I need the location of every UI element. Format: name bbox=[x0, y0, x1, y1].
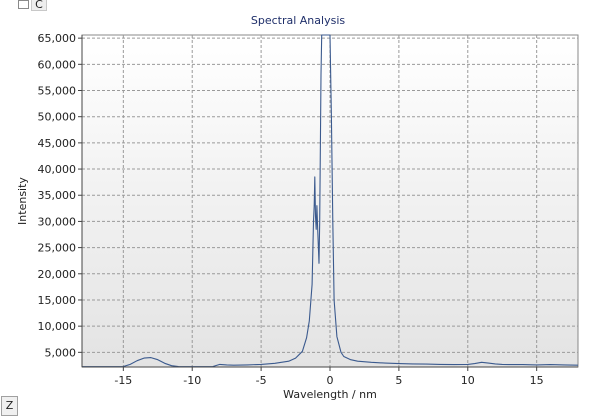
x-tick-label: -15 bbox=[114, 374, 132, 387]
y-tick-label: 10,000 bbox=[38, 320, 77, 333]
c-button[interactable]: C bbox=[31, 0, 47, 11]
y-tick-label: 55,000 bbox=[38, 85, 77, 98]
y-tick-label: 35,000 bbox=[38, 189, 77, 202]
y-tick-label: 20,000 bbox=[38, 268, 77, 281]
y-tick-label: 25,000 bbox=[38, 242, 77, 255]
y-tick-label: 30,000 bbox=[38, 215, 77, 228]
y-tick-label: 60,000 bbox=[38, 58, 77, 71]
y-tick-label: 15,000 bbox=[38, 294, 77, 307]
x-tick-label: 5 bbox=[395, 374, 402, 387]
x-tick-label: -10 bbox=[183, 374, 201, 387]
x-tick-label: 0 bbox=[327, 374, 334, 387]
y-tick-label: 5,000 bbox=[45, 346, 77, 359]
y-tick-label: 50,000 bbox=[38, 111, 77, 124]
x-axis-label: Wavelength / nm bbox=[283, 388, 377, 401]
y-tick-label: 45,000 bbox=[38, 137, 77, 150]
x-tick-label: 10 bbox=[461, 374, 475, 387]
y-tick-label: 65,000 bbox=[38, 32, 77, 45]
y-axis-label: Intensity bbox=[16, 177, 29, 225]
x-tick-label: 15 bbox=[530, 374, 544, 387]
z-button[interactable]: Z bbox=[1, 396, 18, 416]
x-tick-label: -5 bbox=[256, 374, 267, 387]
chart-title: Spectral Analysis bbox=[251, 14, 345, 27]
c-checkbox[interactable] bbox=[18, 0, 29, 9]
tick-labels: -15 -10 -5 0 5 10 15 5,000 10,000 15,000 20,000 25,… bbox=[38, 32, 544, 387]
grid-lines bbox=[82, 35, 578, 367]
y-tick-label: 40,000 bbox=[38, 163, 77, 176]
